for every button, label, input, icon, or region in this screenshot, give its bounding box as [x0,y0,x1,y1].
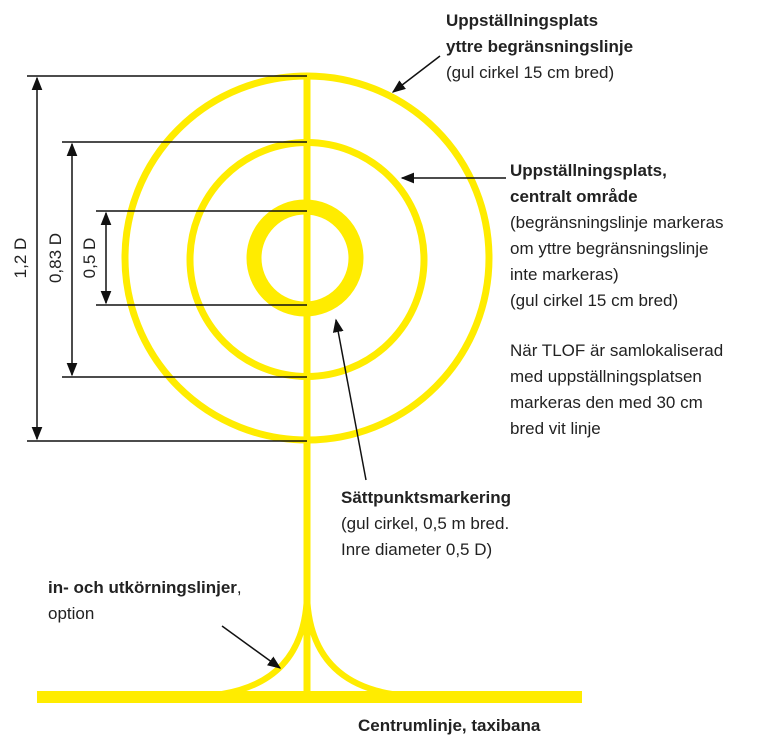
label-suffix: , [237,578,242,597]
lead-line-right [304,589,393,697]
dimension-label: 0,5 D [80,238,99,279]
label-text: option [48,604,94,623]
label-note: med uppställningsplatsen [510,367,702,386]
pointer-arrow [391,55,441,93]
label-text: (begränsningslinje markeras [510,213,724,232]
dimension-lines [27,55,506,669]
label-title: Uppställningsplats [446,11,598,30]
label-text: (gul cirkel 15 cm bred) [510,291,678,310]
label-text: (gul cirkel, 0,5 m bred. [341,514,509,533]
label-note: När TLOF är samlokaliserad [510,341,723,360]
lead-line-left [221,589,310,697]
label: in- och utkörningslinjer, [48,578,242,597]
label-title: yttre begränsningslinje [446,37,633,56]
label-title: Sättpunktsmarkering [341,488,511,507]
label-title: in- och utkörningslinjer [48,578,237,597]
dimension-label: 1,2 D [11,238,30,279]
label-text: inte markeras) [510,265,619,284]
label-text: Inre diameter 0,5 D) [341,540,492,559]
pointer-arrow [332,318,367,481]
label-title: Centrumlinje, taxibana [358,716,541,735]
pointer-arrow [221,625,282,669]
label-text: (gul cirkel 15 cm bred) [446,63,614,82]
label-note: bred vit linje [510,419,601,438]
dimension-label: 0,83 D [46,233,65,283]
label-title: Uppställningsplats, [510,161,667,180]
label-blocks: Uppställningsplats yttre begränsningslinj… [48,11,724,623]
label-title: centralt område [510,187,638,206]
label-text: om yttre begränsningslinje [510,239,708,258]
markings [37,72,582,703]
label-note: markeras den med 30 cm [510,393,703,412]
